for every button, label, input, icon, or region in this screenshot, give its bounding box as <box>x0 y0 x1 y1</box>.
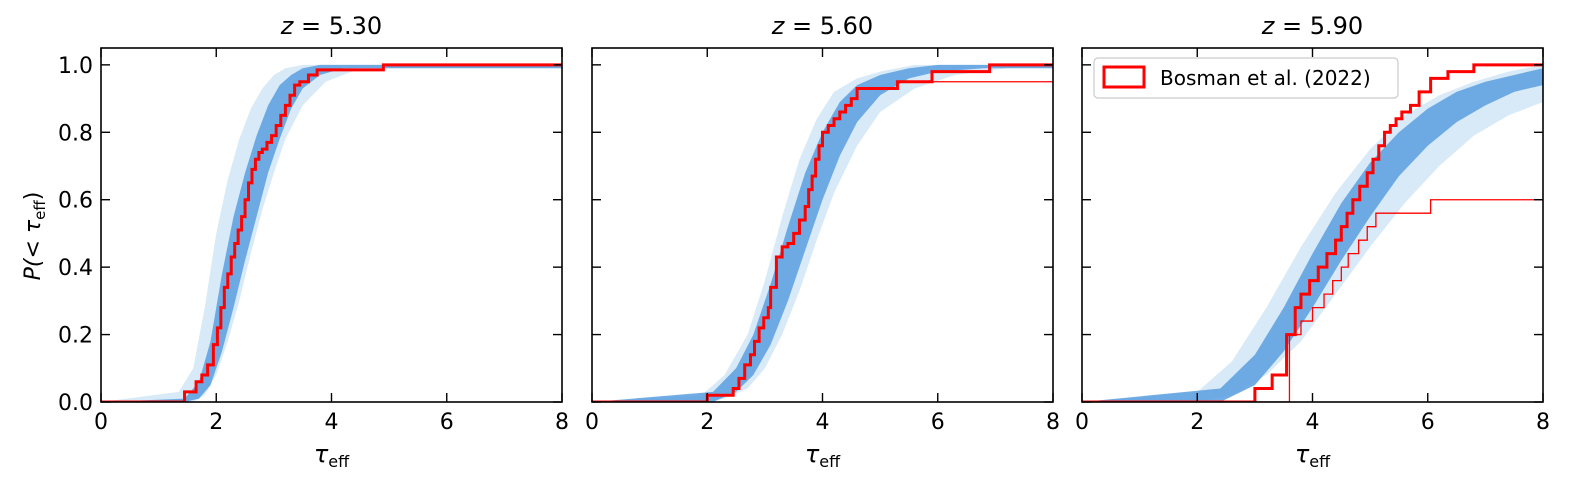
panel-title: z = 5.90 <box>1261 12 1363 40</box>
panel-title-var: z <box>771 12 786 40</box>
panel-title-value: = 5.90 <box>1274 12 1363 40</box>
y-axis-label-close: ) <box>21 192 46 201</box>
y-axis-label-main: P(< τ <box>21 219 46 280</box>
x-tick-label: 6 <box>1421 410 1435 435</box>
x-axis-label-main: τ <box>314 440 329 468</box>
x-axis-label-sub: eff <box>819 452 841 471</box>
plot-area <box>592 63 1053 402</box>
panel-title-var: z <box>1261 12 1276 40</box>
observed-cdf-thick <box>1082 63 1543 402</box>
y-axis-label: P(< τeff) <box>21 192 49 281</box>
panel-2: 0 2 4 6 8 z = 5.60 τeff <box>585 12 1060 471</box>
y-tick-label: 0.8 <box>58 121 93 146</box>
y-tick-label: 0.0 <box>58 391 93 416</box>
y-tick-label: 0.2 <box>58 324 93 349</box>
x-axis-label-main: τ <box>805 440 820 468</box>
x-tick-label: 2 <box>209 410 223 435</box>
x-axis-label: τeff <box>314 440 350 471</box>
x-tick-label: 8 <box>1046 410 1060 435</box>
x-tick-label: 6 <box>931 410 945 435</box>
panel-title-value: = 5.30 <box>293 12 382 40</box>
observed-cdf-thin <box>1082 199 1543 402</box>
axes-frame <box>100 47 563 403</box>
observed-cdf-thick <box>101 63 562 402</box>
panel-3: 0 2 4 6 8 z = 5.90 τeff Bosman et al. (2022) <box>1075 12 1550 471</box>
x-axis-label-main: τ <box>1295 440 1310 468</box>
plot-area <box>101 63 562 402</box>
x-tick-label: 4 <box>816 410 830 435</box>
x-axis-label-sub: eff <box>328 452 350 471</box>
legend-box <box>1093 57 1399 99</box>
legend-swatch <box>1102 65 1146 89</box>
y-tick-label: 1.0 <box>58 54 93 79</box>
y-tick-label: 0.6 <box>58 189 93 214</box>
x-tick-label: 8 <box>1536 410 1550 435</box>
x-tick-label: 4 <box>1306 410 1320 435</box>
axes-frame <box>591 47 1054 403</box>
panel-1: 0 2 4 6 8 0.0 0.2 0.4 0.6 0.8 1.0 z = 5.30 τeff <box>58 12 569 471</box>
x-tick-label: 0 <box>94 410 108 435</box>
model-band-core <box>101 64 562 402</box>
panel-title-value: = 5.60 <box>784 12 873 40</box>
x-tick-label: 4 <box>325 410 339 435</box>
panel-title: z = 5.30 <box>280 12 382 40</box>
x-tick-label: 2 <box>700 410 714 435</box>
y-axis-label-sub: eff <box>31 200 49 220</box>
model-band-outer <box>1082 64 1543 402</box>
panel-title-var: z <box>280 12 295 40</box>
legend-label: Bosman et al. (2022) <box>1160 66 1371 90</box>
model-band-outer <box>101 64 562 402</box>
x-tick-label: 8 <box>555 410 569 435</box>
x-tick-label: 6 <box>440 410 454 435</box>
observed-cdf-thick <box>592 63 1053 402</box>
x-axis-label: τeff <box>805 440 841 471</box>
x-tick-label: 2 <box>1190 410 1204 435</box>
model-band-outer <box>592 64 1053 402</box>
plot-area <box>1082 63 1543 402</box>
x-axis-label-sub: eff <box>1309 452 1331 471</box>
y-tick-label: 0.4 <box>58 256 93 281</box>
x-axis-label: τeff <box>1295 440 1331 471</box>
panel-title: z = 5.60 <box>771 12 873 40</box>
legend: Bosman et al. (2022) <box>1093 57 1399 99</box>
x-tick-label: 0 <box>1075 410 1089 435</box>
x-tick-label: 0 <box>585 410 599 435</box>
shared-labels: P(< τeff) <box>21 192 49 281</box>
